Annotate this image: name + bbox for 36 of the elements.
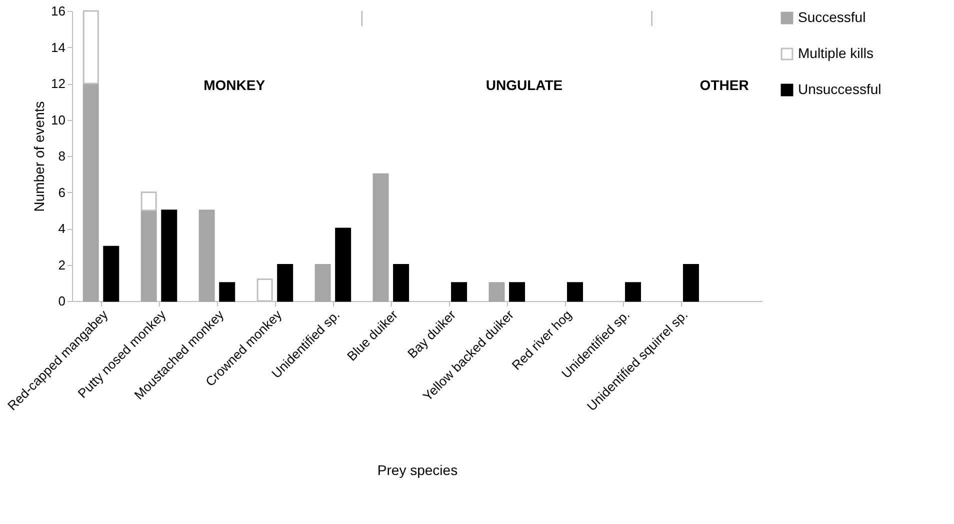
y-tick-label: 10 xyxy=(51,112,66,128)
x-axis-title: Prey species xyxy=(377,462,458,478)
bar xyxy=(277,264,294,302)
bar xyxy=(82,82,99,302)
bar xyxy=(624,282,641,302)
legend-label: Successful xyxy=(798,9,866,25)
bar xyxy=(140,192,157,212)
bar xyxy=(393,264,410,302)
y-tick-label: 6 xyxy=(58,184,66,200)
bar xyxy=(314,264,331,302)
bar xyxy=(82,10,99,84)
y-tick-label: 0 xyxy=(58,294,66,308)
y-tick-label: 14 xyxy=(51,40,66,55)
bar xyxy=(103,246,120,302)
legend-label: Unsuccessful xyxy=(798,81,882,97)
y-axis-title: Number of events xyxy=(31,101,48,212)
y-tick-label: 2 xyxy=(58,257,66,272)
y-tick-label: 12 xyxy=(51,76,66,91)
annotation: UNGULATE xyxy=(486,77,563,93)
y-tick-label: 4 xyxy=(58,221,66,236)
bar xyxy=(198,210,215,302)
bar xyxy=(372,173,389,302)
annotation: MONKEY xyxy=(204,77,266,93)
bar xyxy=(140,210,157,302)
y-tick-label: 16 xyxy=(51,4,66,18)
bar xyxy=(161,210,178,302)
bar xyxy=(509,282,526,302)
legend-label: Multiple kills xyxy=(798,45,874,61)
bar xyxy=(567,282,583,302)
annotation: OTHER xyxy=(700,77,749,93)
bar xyxy=(219,282,236,302)
bar xyxy=(488,282,505,302)
bar xyxy=(682,264,699,302)
bar xyxy=(335,228,352,302)
bar xyxy=(451,282,468,302)
y-tick-label: 8 xyxy=(58,148,66,164)
